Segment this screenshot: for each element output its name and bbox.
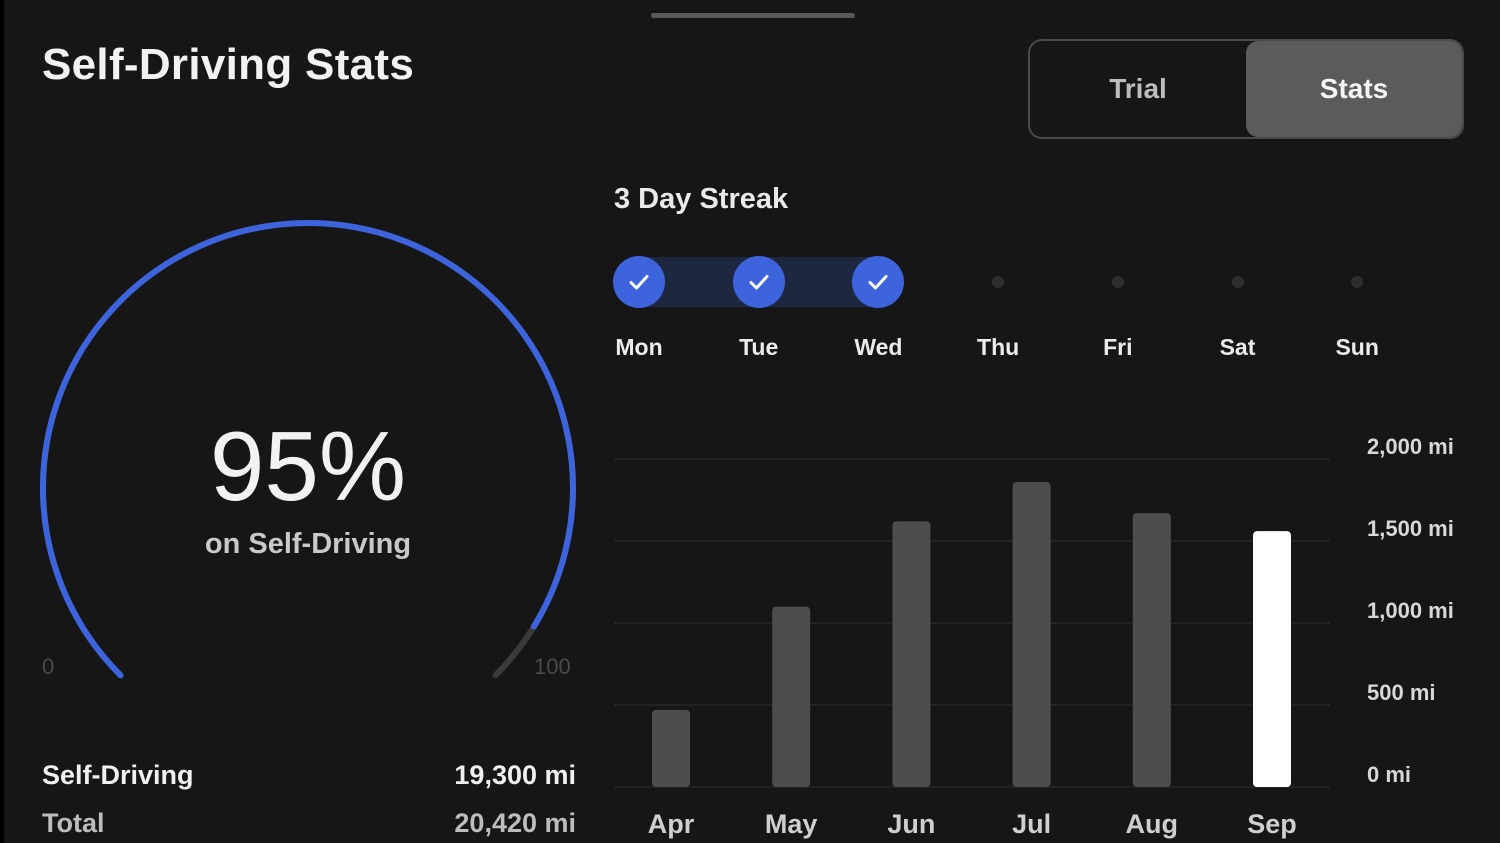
x-tick-label: May — [765, 809, 818, 839]
stat-label: Self-Driving — [42, 760, 194, 790]
check-icon — [749, 275, 769, 290]
streak-day-sun-dot — [1351, 276, 1364, 288]
streak-day-label: Mon — [615, 334, 663, 360]
tab-trial[interactable]: Trial — [1109, 73, 1167, 104]
stat-row-self-driving: Self-Driving 19,300 mi — [42, 760, 576, 791]
stat-value: 19,300 mi — [454, 760, 576, 790]
streak-day-label: Tue — [739, 334, 779, 360]
bar-jun[interactable] — [892, 521, 931, 787]
stats-panel — [4, 0, 1500, 843]
streak-day-label: Fri — [1103, 334, 1133, 360]
page-title: Self-Driving Stats — [42, 40, 415, 89]
streak-day-thu-dot — [992, 276, 1005, 288]
y-tick-label: 1,500 mi — [1367, 516, 1454, 541]
y-tick-label: 0 mi — [1367, 762, 1411, 787]
streak-day-fri-dot — [1111, 276, 1124, 288]
gauge-fill — [40, 220, 576, 679]
streak-day-wed-check — [852, 256, 905, 308]
stat-value: 20,420 mi — [454, 808, 576, 838]
gauge-percent: 95% — [209, 411, 407, 521]
bar-sep[interactable] — [1253, 531, 1291, 787]
drag-handle[interactable] — [651, 13, 855, 18]
bar-may[interactable] — [772, 606, 811, 787]
gauge-max-label: 100 — [534, 654, 571, 679]
streak-day-label: Thu — [977, 334, 1020, 360]
bar-aug[interactable] — [1132, 513, 1171, 787]
streak-title: 3 Day Streak — [614, 183, 789, 215]
bar-jul[interactable] — [1012, 481, 1051, 787]
gauge-subtitle: on Self-Driving — [204, 528, 412, 560]
stat-label: Total — [42, 808, 105, 838]
bar-apr[interactable] — [652, 709, 690, 787]
x-tick-label: Jul — [1012, 809, 1051, 839]
x-tick-label: Sep — [1247, 809, 1297, 839]
x-tick-label: Aug — [1126, 809, 1178, 839]
streak-day-label: Wed — [854, 334, 903, 360]
check-icon — [868, 275, 888, 290]
streak-day-label: Sat — [1219, 334, 1256, 360]
x-tick-label: Jun — [887, 809, 935, 839]
x-tick-label: Apr — [648, 809, 695, 839]
y-tick-label: 2,000 mi — [1367, 434, 1454, 459]
self-driving-gauge — [40, 220, 576, 679]
streak-day-sat-dot — [1231, 276, 1244, 288]
y-tick-label: 1,000 mi — [1367, 598, 1454, 623]
stat-row-total: Total 20,420 mi — [42, 808, 576, 839]
streak-day-tue-check — [732, 256, 785, 308]
view-toggle: Trial Stats — [1028, 39, 1464, 139]
streak-day-label: Sun — [1335, 334, 1379, 360]
gauge-min-label: 0 — [42, 654, 55, 679]
y-tick-label: 500 mi — [1367, 680, 1436, 705]
streak-day-mon-check — [613, 256, 665, 308]
check-icon — [629, 275, 649, 290]
tab-stats[interactable]: Stats — [1246, 41, 1462, 137]
